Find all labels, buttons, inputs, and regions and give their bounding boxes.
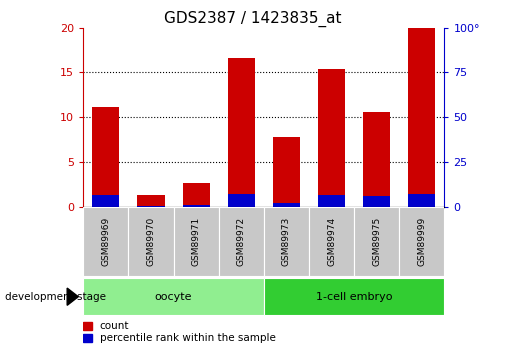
- Text: GDS2387 / 1423835_at: GDS2387 / 1423835_at: [164, 10, 341, 27]
- Bar: [92, 195, 120, 207]
- Bar: [408, 194, 435, 207]
- Bar: [408, 28, 435, 207]
- Bar: [92, 107, 120, 207]
- Text: GSM89974: GSM89974: [327, 217, 336, 266]
- Bar: [318, 195, 345, 207]
- Bar: [363, 196, 390, 207]
- Text: GSM89972: GSM89972: [237, 217, 246, 266]
- Text: GSM89973: GSM89973: [282, 217, 291, 266]
- Bar: [83, 322, 92, 330]
- Text: 1-cell embryo: 1-cell embryo: [316, 292, 392, 302]
- Text: percentile rank within the sample: percentile rank within the sample: [99, 333, 275, 343]
- Text: count: count: [99, 321, 129, 331]
- Bar: [264, 207, 309, 276]
- Text: GSM89971: GSM89971: [192, 217, 200, 266]
- Bar: [273, 137, 300, 207]
- Bar: [273, 204, 300, 207]
- Text: GSM89969: GSM89969: [102, 217, 111, 266]
- Bar: [137, 206, 165, 207]
- Bar: [318, 69, 345, 207]
- Bar: [128, 207, 174, 276]
- Bar: [363, 112, 390, 207]
- Text: oocyte: oocyte: [155, 292, 192, 302]
- Bar: [183, 183, 210, 207]
- Bar: [399, 207, 444, 276]
- Text: GSM89970: GSM89970: [146, 217, 156, 266]
- Bar: [183, 205, 210, 207]
- Text: GSM89999: GSM89999: [417, 217, 426, 266]
- Bar: [174, 207, 219, 276]
- Bar: [264, 278, 444, 315]
- Bar: [137, 195, 165, 207]
- Bar: [354, 207, 399, 276]
- Text: development stage: development stage: [5, 292, 106, 302]
- Text: GSM89975: GSM89975: [372, 217, 381, 266]
- Bar: [83, 207, 128, 276]
- Bar: [219, 207, 264, 276]
- Bar: [228, 195, 255, 207]
- Bar: [309, 207, 354, 276]
- Bar: [83, 278, 264, 315]
- Polygon shape: [67, 288, 78, 305]
- Bar: [83, 334, 92, 342]
- Bar: [228, 58, 255, 207]
